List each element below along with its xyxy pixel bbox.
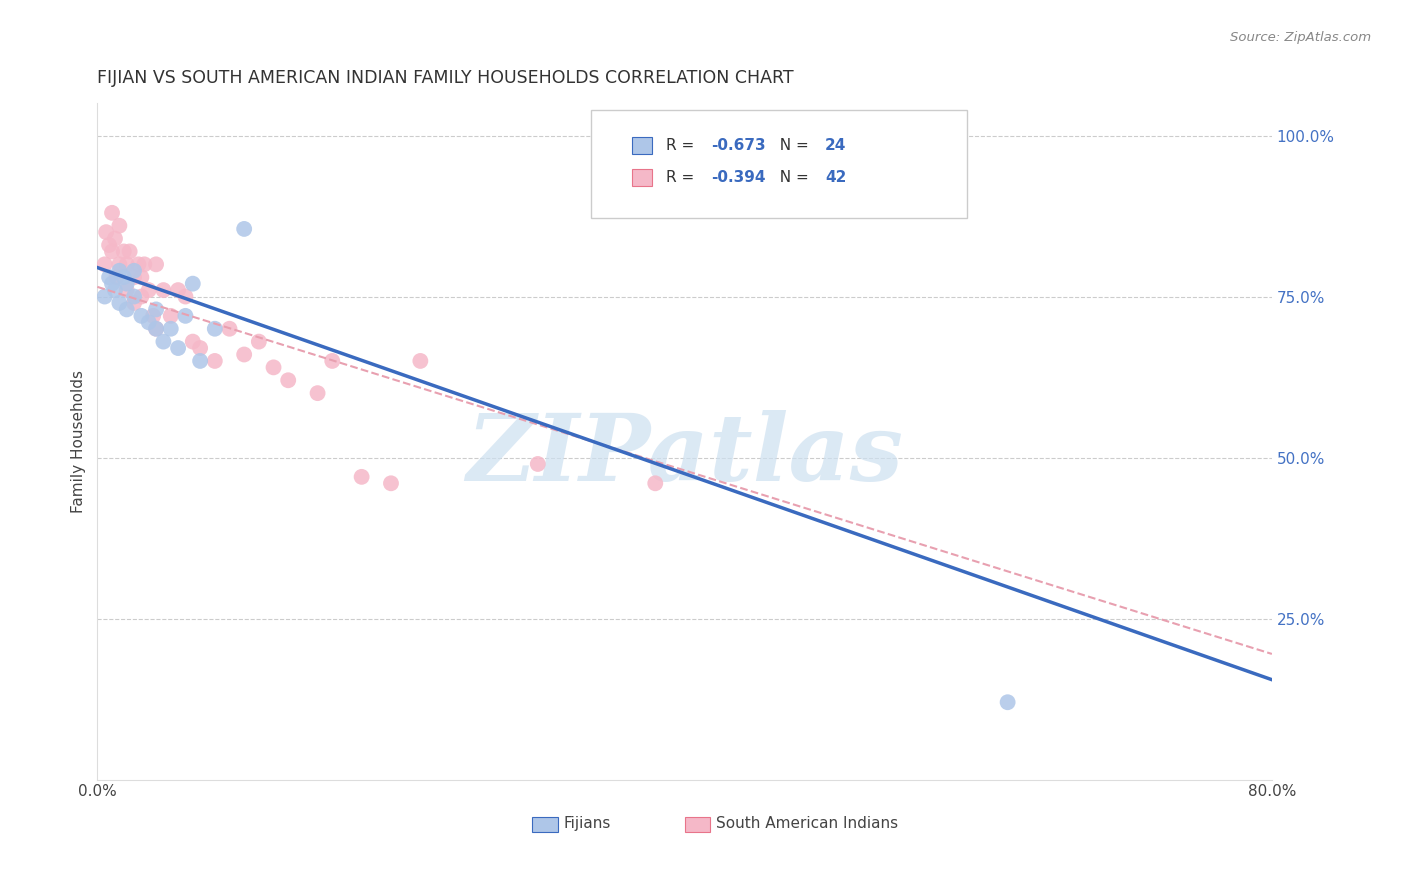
Point [101,206,124,220]
Point [108,219,131,233]
Point [138,283,160,297]
Text: -0.673: -0.673 [711,137,766,153]
Point [122,289,145,303]
Text: Fijians: Fijians [564,816,612,831]
Point [174,309,197,323]
Point [105,270,128,285]
Point [134,257,156,271]
Text: South American Indians: South American Indians [716,816,898,831]
Point [118,244,141,259]
FancyBboxPatch shape [631,169,652,186]
Point [142,309,165,323]
Point [181,277,204,291]
Point [138,315,160,329]
Point [98,270,121,285]
Point [145,302,167,317]
Text: N =: N = [769,170,814,186]
Point [108,264,131,278]
Point [131,289,153,303]
Text: N =: N = [769,137,814,153]
Point [115,283,138,297]
Y-axis label: Family Households: Family Households [72,370,86,513]
Point [527,457,550,471]
Point [188,341,211,355]
Point [101,244,124,259]
Point [233,222,256,236]
Point [277,373,299,387]
Point [122,270,145,285]
Point [152,283,174,297]
Point [997,695,1019,709]
Point [104,231,127,245]
Point [159,322,181,336]
Point [263,360,285,375]
Point [112,244,135,259]
Point [145,257,167,271]
Point [145,322,167,336]
Point [112,270,135,285]
FancyBboxPatch shape [685,817,710,831]
Point [93,257,115,271]
Point [122,264,145,278]
Point [167,283,190,297]
Point [122,296,145,310]
Text: R =: R = [666,170,700,186]
Point [644,476,666,491]
Point [145,322,167,336]
Point [218,322,240,336]
FancyBboxPatch shape [631,136,652,153]
Point [204,322,226,336]
Point [181,334,204,349]
Text: FIJIAN VS SOUTH AMERICAN INDIAN FAMILY HOUSEHOLDS CORRELATION CHART: FIJIAN VS SOUTH AMERICAN INDIAN FAMILY H… [97,69,794,87]
Text: 24: 24 [825,137,846,153]
Point [131,270,153,285]
Point [321,354,343,368]
Point [115,257,138,271]
Point [307,386,329,401]
FancyBboxPatch shape [531,817,558,831]
Point [409,354,432,368]
Text: ZIPatlas: ZIPatlas [467,410,903,500]
Point [159,309,181,323]
Text: 42: 42 [825,170,846,186]
Point [101,277,124,291]
Point [108,296,131,310]
Point [115,302,138,317]
Point [115,277,138,291]
Point [96,225,118,239]
Point [380,476,402,491]
Point [131,309,153,323]
Point [247,334,270,349]
Point [167,341,190,355]
Text: Source: ZipAtlas.com: Source: ZipAtlas.com [1230,31,1371,45]
Text: R =: R = [666,137,700,153]
Point [98,238,121,252]
Point [204,354,226,368]
Point [93,289,115,303]
Point [188,354,211,368]
Point [174,289,197,303]
Point [127,257,149,271]
Text: -0.394: -0.394 [711,170,765,186]
Point [104,283,127,297]
Point [233,347,256,361]
FancyBboxPatch shape [591,110,966,219]
Point [350,470,373,484]
Point [152,334,174,349]
Point [108,257,131,271]
